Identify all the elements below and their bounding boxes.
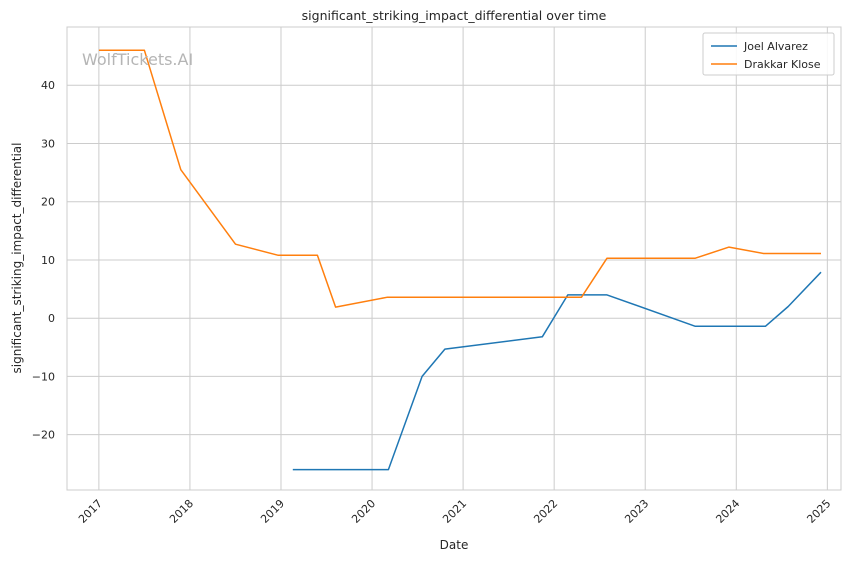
grid-lines xyxy=(67,27,841,490)
x-axis-label: Date xyxy=(440,538,469,552)
y-tick-labels: −20 −10 0 10 20 30 40 xyxy=(32,79,55,441)
y-tick-label: −20 xyxy=(32,429,55,442)
legend-label: Joel Alvarez xyxy=(743,40,808,53)
legend-label: Drakkar Klose xyxy=(744,58,821,71)
y-axis-label: significant_striking_impact_differential xyxy=(10,143,24,374)
plot-frame xyxy=(66,26,842,491)
y-tick-label: 10 xyxy=(41,254,55,267)
y-tick-label: 20 xyxy=(41,196,55,209)
watermark: WolfTickets.AI xyxy=(82,50,193,69)
y-tick-label: −10 xyxy=(32,370,55,383)
legend: Joel Alvarez Drakkar Klose xyxy=(702,32,835,76)
y-tick-label: 40 xyxy=(41,79,55,92)
series-line-drakkar-klose xyxy=(98,49,821,308)
y-tick-label: 30 xyxy=(41,137,55,150)
chart-title: significant_striking_impact_differential… xyxy=(302,8,607,23)
y-tick-label: 0 xyxy=(48,312,55,325)
series-lines xyxy=(98,49,822,471)
series-line-joel-alvarez xyxy=(292,271,822,471)
